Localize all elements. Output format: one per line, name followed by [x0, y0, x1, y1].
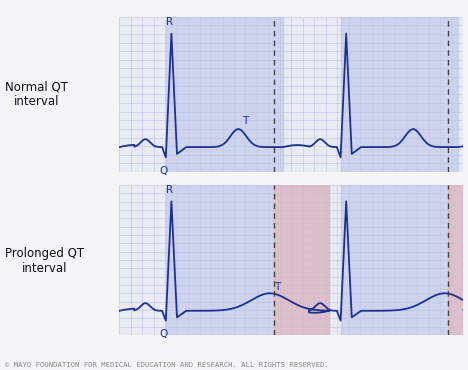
Text: © MAYO FOUNDATION FOR MEDICAL EDUCATION AND RESEARCH. ALL RIGHTS RESERVED.: © MAYO FOUNDATION FOR MEDICAL EDUCATION …	[5, 362, 329, 368]
Text: Q: Q	[160, 166, 168, 176]
Text: Normal QT
interval: Normal QT interval	[5, 80, 68, 108]
Text: R: R	[166, 17, 173, 27]
Text: Prolonged QT
interval: Prolonged QT interval	[5, 247, 84, 275]
Bar	[166, 185, 329, 335]
Bar	[341, 185, 463, 335]
Bar	[166, 17, 283, 172]
Bar	[341, 17, 458, 172]
Bar	[274, 185, 329, 335]
Text: Q: Q	[160, 329, 168, 339]
Text: T: T	[274, 282, 280, 292]
Text: T: T	[242, 115, 249, 125]
Bar	[448, 185, 463, 335]
Text: R: R	[166, 185, 173, 195]
